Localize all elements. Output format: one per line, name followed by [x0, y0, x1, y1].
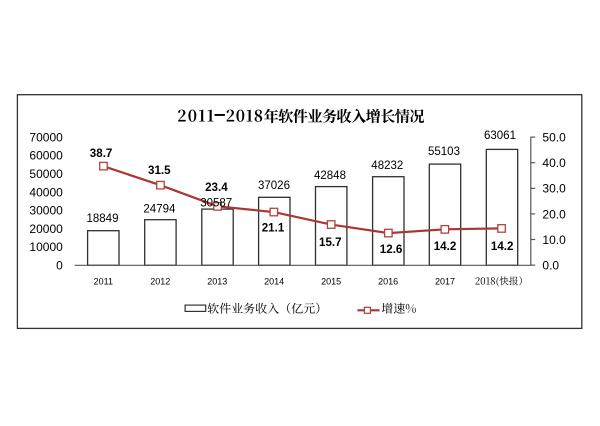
svg-text:15.7: 15.7 — [319, 236, 342, 249]
svg-text:24794: 24794 — [143, 204, 176, 216]
svg-text:2016: 2016 — [378, 277, 398, 287]
svg-text:48232: 48232 — [371, 160, 403, 172]
svg-text:31.5: 31.5 — [148, 164, 171, 177]
svg-text:0: 0 — [56, 259, 63, 273]
svg-text:42848: 42848 — [314, 170, 346, 182]
svg-text:14.2: 14.2 — [434, 240, 457, 253]
svg-text:50000: 50000 — [29, 167, 63, 181]
svg-text:2012: 2012 — [150, 277, 170, 287]
svg-text:63061: 63061 — [484, 130, 516, 142]
svg-text:18849: 18849 — [87, 213, 119, 225]
svg-text:30000: 30000 — [29, 204, 63, 218]
svg-text:37026: 37026 — [258, 180, 290, 192]
svg-text:2015: 2015 — [321, 277, 341, 287]
svg-text:30587: 30587 — [200, 197, 232, 209]
svg-text:50.0: 50.0 — [542, 131, 566, 145]
svg-text:12.6: 12.6 — [380, 243, 403, 256]
svg-text:60000: 60000 — [29, 149, 63, 163]
svg-text:38.7: 38.7 — [90, 147, 113, 160]
svg-text:2013: 2013 — [207, 277, 227, 287]
svg-text:0.0: 0.0 — [542, 259, 559, 273]
svg-text:20.0: 20.0 — [542, 207, 566, 221]
svg-text:2017: 2017 — [435, 277, 455, 287]
svg-text:10000: 10000 — [29, 240, 63, 254]
svg-text:30.0: 30.0 — [542, 182, 566, 196]
svg-text:14.2: 14.2 — [491, 240, 514, 253]
svg-text:40.0: 40.0 — [542, 156, 566, 170]
svg-text:21.1: 21.1 — [262, 222, 285, 235]
svg-text:10.0: 10.0 — [542, 233, 566, 247]
svg-text:2011: 2011 — [94, 277, 113, 287]
svg-text:40000: 40000 — [29, 185, 63, 199]
svg-text:20000: 20000 — [29, 222, 63, 236]
svg-text:2014: 2014 — [264, 277, 284, 287]
svg-text:55103: 55103 — [428, 146, 460, 158]
svg-text:23.4: 23.4 — [205, 181, 228, 194]
svg-text:70000: 70000 — [29, 130, 63, 144]
